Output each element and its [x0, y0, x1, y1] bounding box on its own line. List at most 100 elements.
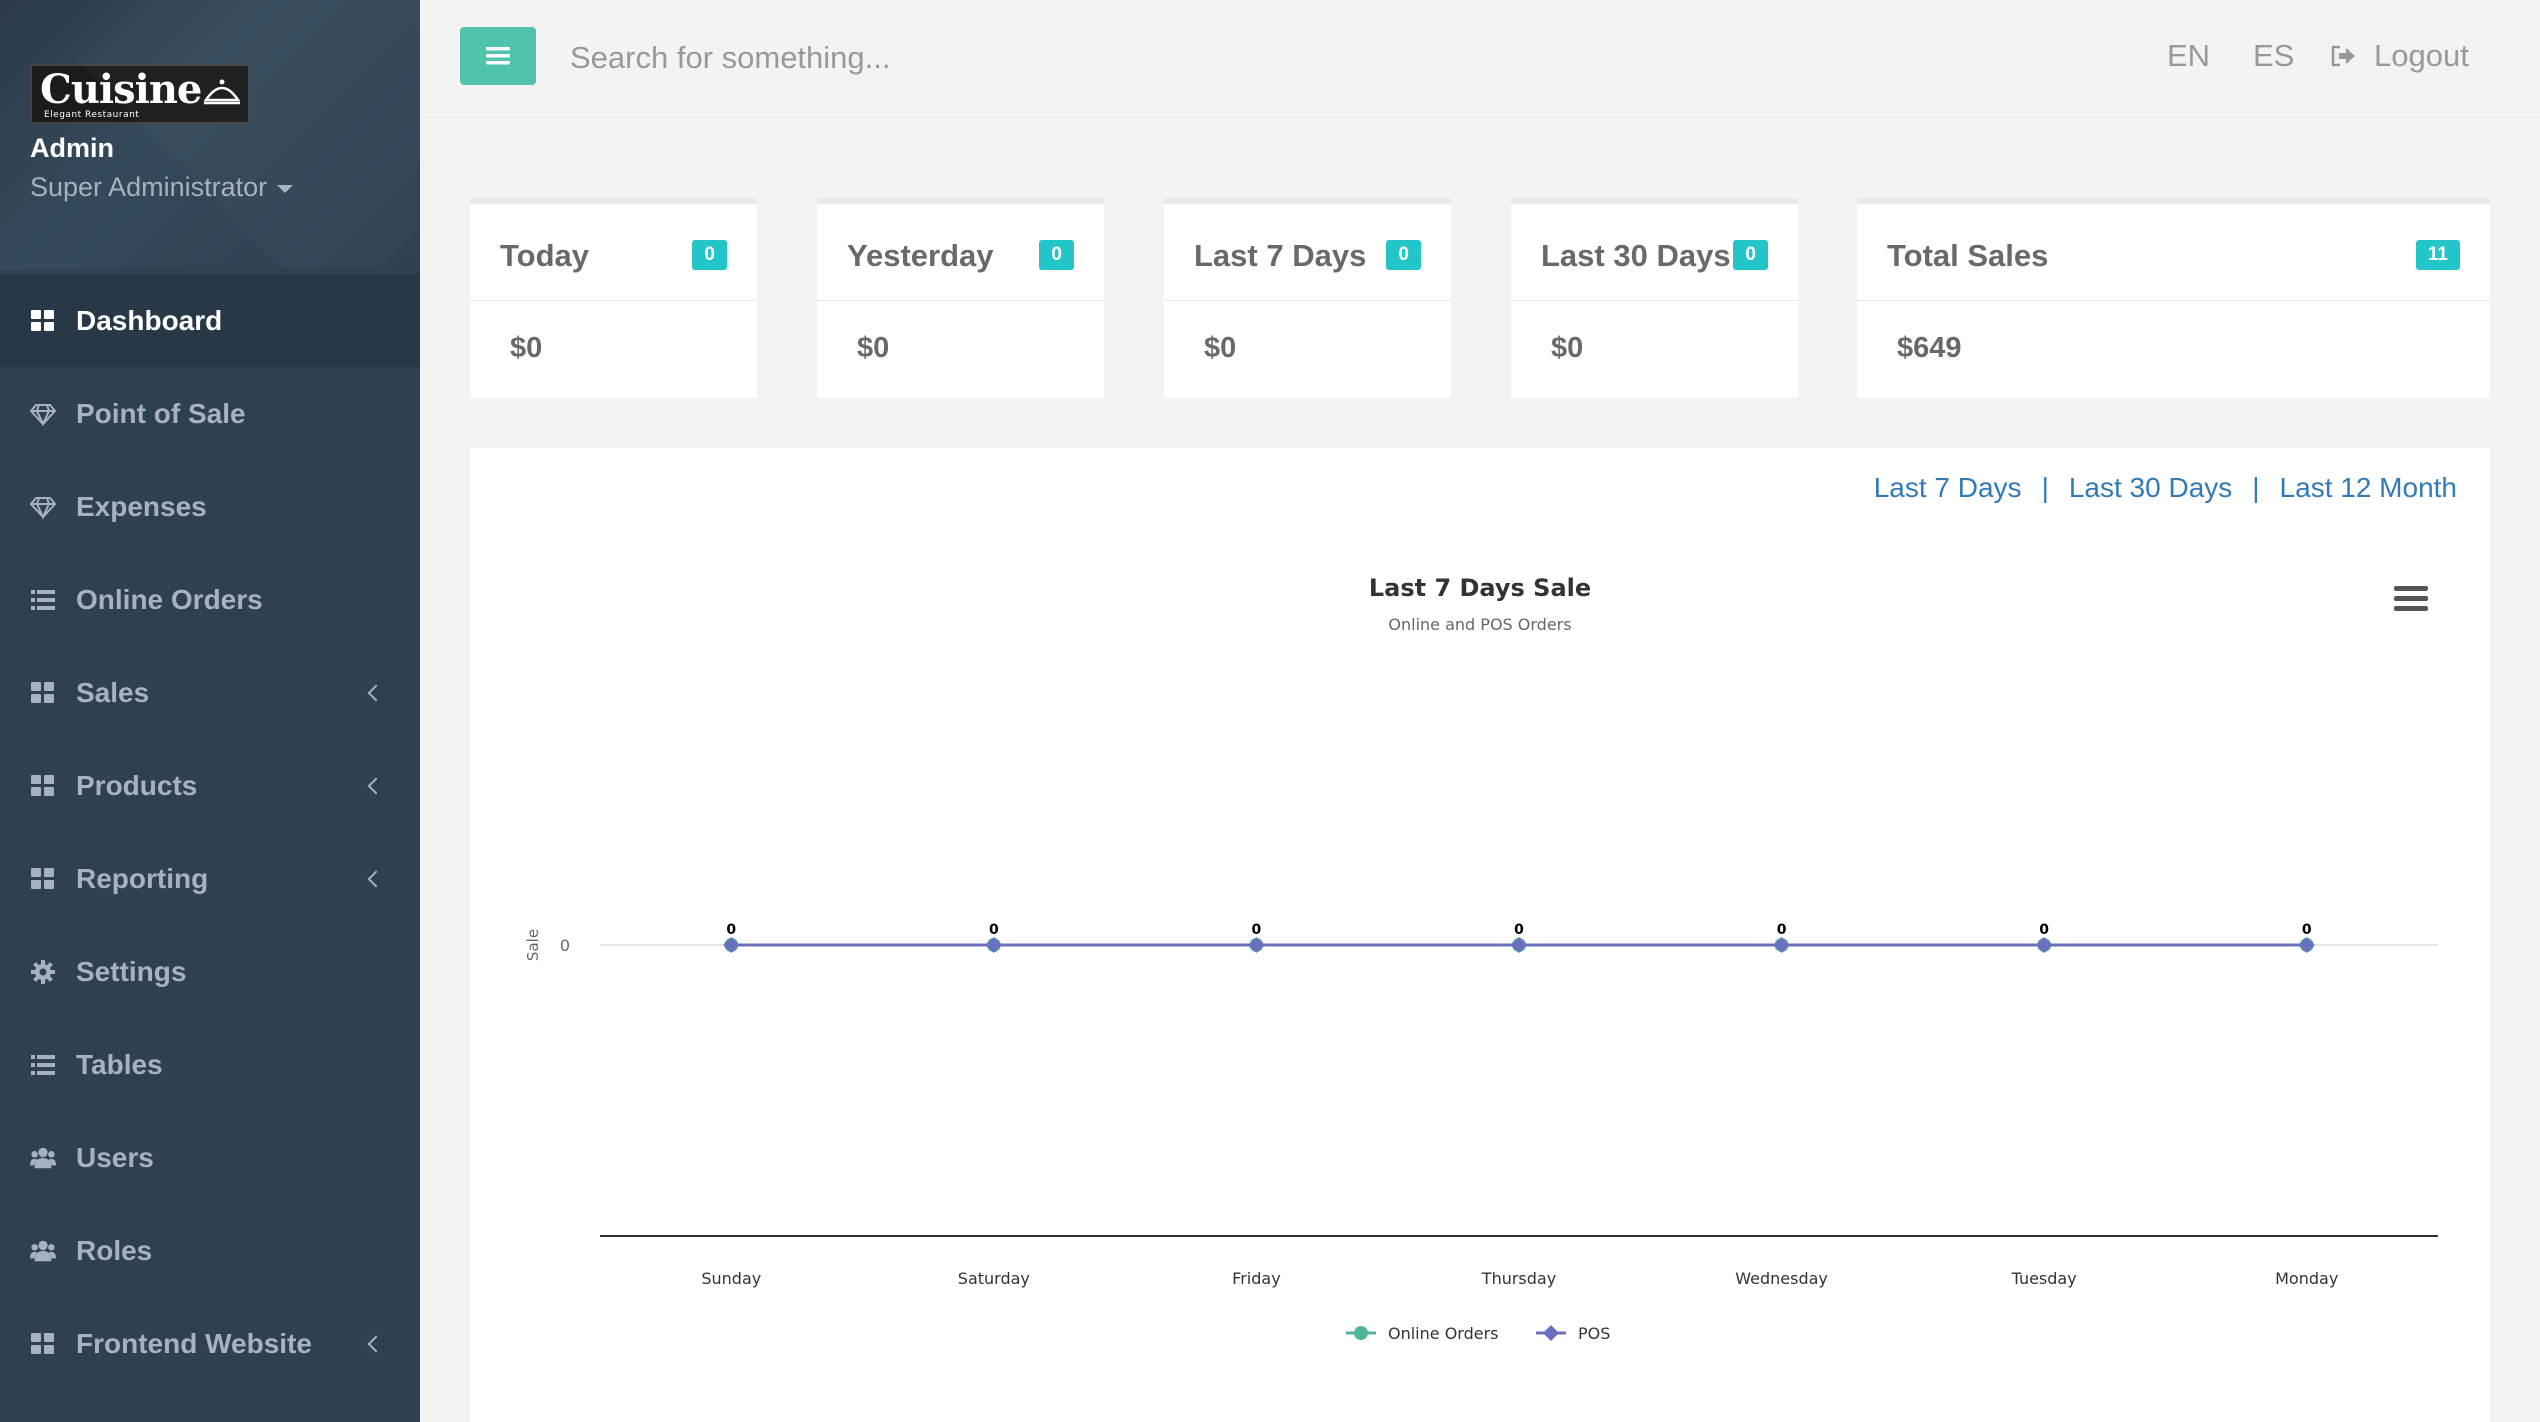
stat-card-last-7-days: Last 7 Days 0 $0: [1164, 198, 1451, 398]
data-label: 0: [2302, 922, 2312, 938]
sidebar-item-label: Online Orders: [76, 583, 263, 615]
line-chart: Last 7 Days Sale Online and POS Orders S…: [524, 574, 2438, 1343]
users-icon: [30, 1240, 56, 1261]
grid-icon: [31, 681, 54, 703]
x-tick-label: Tuesday: [2011, 1269, 2077, 1288]
divider: [1164, 300, 1451, 301]
count-badge: 11: [2415, 240, 2460, 270]
sidebar-item-label: Settings: [76, 955, 187, 987]
x-tick-label: Wednesday: [1735, 1269, 1828, 1288]
sidebar-item-users[interactable]: Users: [0, 1111, 420, 1204]
sidebar-item-label: Products: [76, 769, 198, 801]
y-axis-label: Sale: [524, 929, 542, 961]
brand-tagline: Elegant Restaurant: [44, 110, 140, 120]
language-es-link[interactable]: ES: [2253, 38, 2295, 73]
sidebar-item-point-of-sale[interactable]: Point of Sale: [0, 367, 420, 460]
x-tick-label: Saturday: [958, 1269, 1030, 1288]
sidebar-item-expenses[interactable]: Expenses: [0, 460, 420, 553]
legend-marker: [1354, 1326, 1368, 1340]
sidebar-toggle-button[interactable]: [460, 27, 536, 85]
sidebar-item-frontend-website[interactable]: Frontend Website: [0, 1297, 420, 1390]
language-en-link[interactable]: EN: [2167, 38, 2211, 73]
profile-role: Super Administrator: [30, 172, 268, 202]
sidebar-item-label: Frontend Website: [76, 1327, 312, 1359]
logout-label: Logout: [2374, 38, 2469, 73]
count-badge: 0: [1039, 240, 1074, 270]
x-tick-label: Sunday: [701, 1269, 761, 1288]
sidebar-item-roles[interactable]: Roles: [0, 1204, 420, 1297]
profile-role-dropdown[interactable]: Super Administrator: [30, 172, 294, 203]
card-title: Yesterday: [847, 238, 994, 273]
card-value: $0: [510, 332, 543, 364]
data-point: [2298, 937, 2315, 953]
chart-menu-button[interactable]: [2370, 584, 2430, 634]
count-badge: 0: [1733, 240, 1768, 270]
range-link-last-7-days[interactable]: Last 7 Days: [1873, 472, 2022, 503]
sidebar-item-online-orders[interactable]: Online Orders: [0, 553, 420, 646]
card-title: Last 30 Days: [1541, 238, 1731, 273]
y-tick-label: 0: [560, 936, 570, 955]
chevron-left-icon: [367, 1335, 385, 1352]
data-label: 0: [2039, 922, 2049, 938]
sign-out-icon: [2331, 45, 2355, 67]
caret-down-icon: [277, 184, 294, 193]
card-value: $0: [1551, 332, 1584, 364]
sidebar-item-tables[interactable]: Tables: [0, 1018, 420, 1111]
sidebar-item-label: Reporting: [76, 862, 209, 894]
brand-name: Cuisine: [40, 66, 202, 113]
chevron-left-icon: [367, 777, 385, 794]
grid-icon: [31, 774, 54, 796]
range-link-last-30-days[interactable]: Last 30 Days: [2068, 472, 2233, 503]
data-point: [1773, 937, 1790, 953]
separator: |: [2252, 472, 2260, 503]
search-input[interactable]: [570, 30, 1470, 86]
legend-marker: [1543, 1325, 1559, 1341]
sidebar-item-label: Expenses: [76, 490, 207, 522]
chevron-left-icon: [367, 684, 385, 701]
data-label: 0: [1252, 922, 1262, 938]
card-title: Total Sales: [1887, 238, 2049, 273]
count-badge: 0: [1386, 240, 1421, 270]
count-badge: 0: [692, 240, 727, 270]
data-label: 0: [1514, 922, 1524, 938]
divider: [1511, 300, 1798, 301]
x-tick-label: Monday: [2275, 1269, 2338, 1288]
grid-icon: [31, 1332, 54, 1354]
sidebar-item-label: Point of Sale: [76, 397, 246, 429]
diamond-icon: [30, 403, 56, 426]
stat-card-yesterday: Yesterday 0 $0: [817, 198, 1104, 398]
sidebar-item-products[interactable]: Products: [0, 739, 420, 832]
sidebar-item-reporting[interactable]: Reporting: [0, 832, 420, 925]
data-point: [723, 937, 740, 953]
sidebar-item-label: Dashboard: [76, 304, 223, 336]
gear-icon: [31, 959, 55, 984]
x-tick-label: Friday: [1232, 1269, 1281, 1288]
range-link-last-12-month[interactable]: Last 12 Month: [2279, 472, 2457, 503]
sidebar-item-label: Tables: [76, 1048, 163, 1080]
chart-subtitle: Online and POS Orders: [1388, 615, 1571, 634]
legend-label: POS: [1578, 1324, 1610, 1343]
sidebar-item-sales[interactable]: Sales: [0, 646, 420, 739]
sales-chart-panel: Last 7 Days | Last 30 Days | Last 12 Month L…: [470, 448, 2490, 1422]
card-title: Last 7 Days: [1194, 238, 1367, 273]
stat-card-total-sales: Total Sales 11 $649: [1857, 198, 2490, 398]
card-title: Today: [500, 238, 589, 273]
grid-icon: [31, 867, 54, 889]
sidebar-item-settings[interactable]: Settings: [0, 925, 420, 1018]
stat-card-today: Today 0 $0: [470, 198, 757, 398]
logout-link[interactable]: Logout: [2330, 38, 2469, 74]
menu-icon: [2394, 586, 2428, 591]
sidebar-item-label: Users: [76, 1141, 154, 1173]
brand-logo[interactable]: Cuisine Elegant Restaurant: [30, 64, 250, 124]
sidebar-nav: Dashboard Point of Sale Expenses Online …: [0, 274, 420, 1390]
sidebar-item-dashboard[interactable]: Dashboard: [0, 274, 420, 367]
data-label: 0: [989, 922, 999, 938]
list-icon: [31, 589, 55, 610]
data-point: [985, 937, 1002, 953]
card-value: $649: [1897, 332, 1962, 364]
stat-card-last-30-days: Last 30 Days 0 $0: [1511, 198, 1798, 398]
chevron-left-icon: [367, 870, 385, 887]
divider: [817, 300, 1104, 301]
list-icon: [31, 1054, 55, 1075]
divider: [1857, 300, 2490, 301]
